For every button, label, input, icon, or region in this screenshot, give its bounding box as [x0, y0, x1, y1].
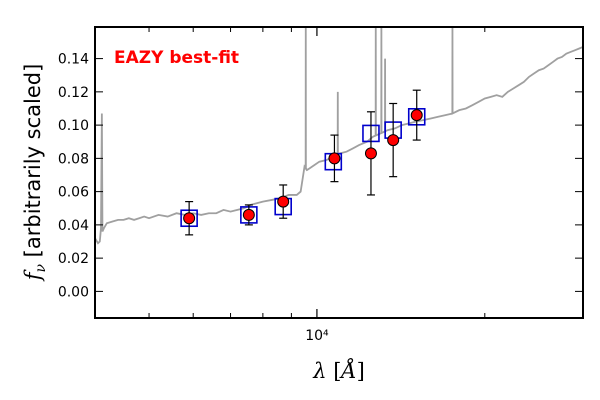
x-tick-label-0: 10⁴	[305, 328, 329, 344]
axis-ticks: 0.00 0.02 0.04 0.06 0.08 0.10 0.12 0.14 10⁴	[58, 27, 584, 344]
x-axis-title: λ [Å]	[312, 358, 365, 383]
y-tick-label-6: 0.12	[58, 85, 89, 101]
y-tick-label-3: 0.06	[58, 185, 89, 201]
y-axis-title: fν [arbitrarily scaled]	[21, 64, 49, 283]
y-tick-label-7: 0.14	[58, 52, 89, 68]
plot-frame	[94, 26, 584, 319]
photometry-point-4	[364, 147, 377, 160]
y-tick-label-2: 0.04	[58, 218, 89, 234]
y-tick-label-4: 0.08	[58, 151, 89, 167]
annotation-label: EAZY best-fit	[114, 48, 239, 68]
photometry-point-5	[387, 134, 400, 147]
y-tick-label-0: 0.00	[58, 284, 89, 300]
svg-text:fν [arbitrarily scaled]: fν [arbitrarily scaled]	[21, 64, 49, 283]
photometry-point-1	[242, 208, 255, 221]
plot-area	[95, 27, 583, 245]
y-tick-label-5: 0.10	[58, 118, 89, 134]
y-tick-label-1: 0.02	[58, 251, 89, 267]
spectrum-line	[95, 27, 583, 245]
photometry-point-0	[183, 212, 196, 225]
photometry-point-6	[410, 109, 423, 122]
photometry-point-3	[328, 152, 341, 165]
photometry-point-2	[277, 195, 290, 208]
